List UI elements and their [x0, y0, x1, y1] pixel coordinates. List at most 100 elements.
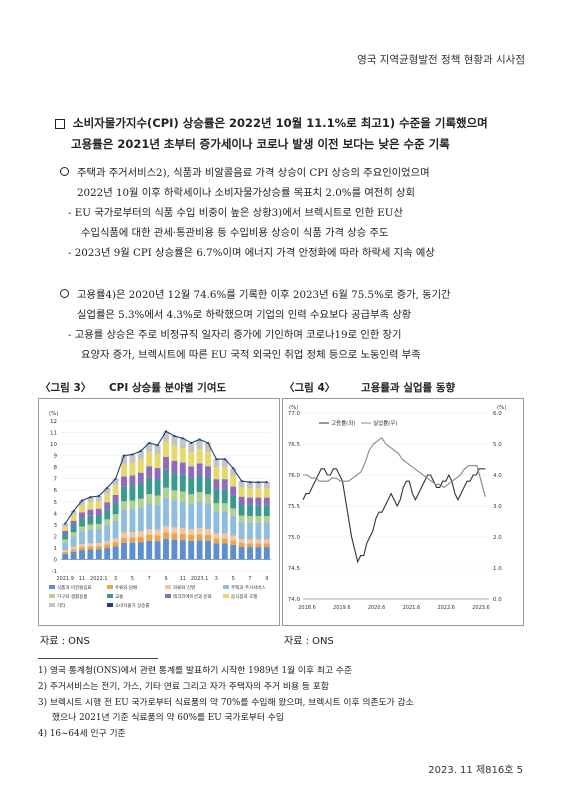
y-left-tick-label: 75.0: [288, 535, 301, 541]
x-tick-label: 5: [232, 576, 235, 582]
bar-segment: [247, 482, 253, 489]
bar-segment: [263, 488, 270, 498]
cpi-point: [80, 499, 84, 502]
fig4-title-text: 고용률과 실업률 동향: [360, 382, 456, 394]
bar-segment: [95, 515, 102, 524]
y-left-unit: (%): [289, 405, 299, 411]
footnote-divider: [38, 658, 158, 659]
y-left-tick-label: 77.0: [288, 411, 301, 417]
bar-segment: [263, 543, 270, 548]
x-tick-label: 2021.9: [56, 576, 73, 582]
legend-swatch: [223, 585, 229, 589]
bar-segment: [171, 460, 178, 474]
bar-segment: [221, 479, 228, 490]
bar-segment: [163, 431, 169, 442]
cpi-point: [257, 481, 260, 484]
bar-segment: [62, 534, 69, 540]
y-tick-label: -1: [52, 569, 57, 575]
y-right-tick-label: 1.0: [493, 566, 502, 572]
bar-segment: [121, 542, 127, 560]
bar-segment: [112, 478, 119, 486]
cpi-point: [97, 494, 100, 498]
bar-segment: [221, 538, 228, 544]
cpi-point: [122, 454, 126, 457]
fig3-source: 자료 : ONS: [40, 636, 90, 647]
y-tick-label: 8: [54, 465, 58, 471]
bar-segment: [62, 539, 69, 543]
bar-segment: [247, 497, 253, 506]
bar-segment: [129, 454, 136, 463]
bar-segment: [171, 473, 178, 491]
cpi-point: [265, 481, 268, 484]
bar-segment: [230, 544, 237, 560]
bar-segment: [230, 508, 237, 516]
bar-segment: [154, 541, 161, 560]
bar-segment: [213, 479, 220, 490]
y-tick-label: 6: [54, 488, 58, 494]
bar-segment: [112, 546, 119, 560]
bar-segment: [154, 495, 161, 505]
bar-segment: [62, 523, 69, 527]
x-tick-label: 2019.6: [333, 605, 351, 611]
y-tick-label: 12: [50, 419, 57, 425]
bar-segment: [146, 477, 153, 495]
bar-segment: [146, 494, 153, 504]
bar-segment: [179, 462, 186, 475]
bar-segment: [163, 532, 169, 539]
bar-segment: [221, 511, 228, 534]
x-tick-label: 9: [164, 576, 167, 582]
bar-segment: [238, 496, 245, 505]
bar-segment: [79, 512, 85, 519]
bar-segment: [230, 475, 237, 487]
bar-segment: [121, 509, 127, 533]
bar-segment: [146, 466, 153, 478]
bar-segment: [137, 507, 144, 532]
emp-para-line1: 고용률4)은 2020년 12월 74.6%를 기록한 이후 2023년 6월 …: [77, 289, 451, 301]
y-left-tick-label: 74.0: [288, 597, 301, 603]
main-bullet-line2: 고용률은 2021년 초부터 증가세이나 코로나 발생 이전 보다는 낮은 수준…: [71, 137, 450, 151]
bar-segment: [154, 535, 161, 542]
bar-segment: [196, 492, 203, 502]
y-tick-label: 1: [54, 546, 58, 552]
bar-segment: [188, 452, 195, 467]
footnote-4: 4) 16~64세 인구 기준: [38, 729, 126, 739]
cpi-point: [164, 430, 168, 433]
bar-segment: [95, 496, 102, 502]
cpi-point: [64, 522, 67, 525]
bar-segment: [62, 551, 69, 554]
cpi-point: [190, 441, 193, 445]
bar-segment: [238, 515, 245, 522]
y-right-tick-label: 0.0: [493, 597, 502, 603]
bar-segment: [62, 542, 69, 551]
bar-segment: [247, 516, 253, 523]
bar-segment: [179, 474, 186, 492]
bar-segment: [87, 546, 94, 550]
legend-label: 가구와 생활용품: [57, 593, 87, 600]
x-tick-label: 7: [248, 576, 251, 582]
cpi-para-line1: 주택과 주거서비스2), 식품과 비알콜음료 가격 상승이 CPI 상승의 주요…: [77, 167, 430, 179]
y-left-tick-label: 76.0: [288, 473, 301, 479]
bar-segment: [213, 489, 220, 504]
footnote-2: 2) 주거서비스는 전기, 가스, 기타 연료 그리고 자가 주택자의 주거 비…: [38, 682, 329, 692]
bar-segment: [188, 534, 195, 541]
bar-segment: [70, 511, 77, 515]
bar-segment: [121, 537, 127, 543]
bar-segment: [171, 490, 178, 501]
bar-segment: [230, 468, 237, 476]
bar-segment: [230, 540, 237, 545]
bar-segment: [104, 519, 111, 526]
bar-segment: [188, 442, 195, 453]
running-header: 영국 지역균형발전 정책 현황과 시사점: [357, 54, 525, 66]
bar-segment: [230, 495, 237, 509]
legend-swatch: [165, 594, 171, 598]
fig3-title: 〈그림 3〉 CPI 상승률 분야별 기여도: [40, 380, 226, 395]
bar-segment: [205, 534, 211, 541]
bar-segment: [213, 467, 220, 480]
bar-segment: [179, 527, 186, 535]
bar-segment: [70, 525, 77, 533]
bar-segment: [121, 501, 127, 510]
bar-segment: [213, 503, 220, 512]
bar-segment: [171, 539, 178, 560]
bar-segment: [154, 479, 161, 496]
bar-segment: [137, 459, 144, 473]
